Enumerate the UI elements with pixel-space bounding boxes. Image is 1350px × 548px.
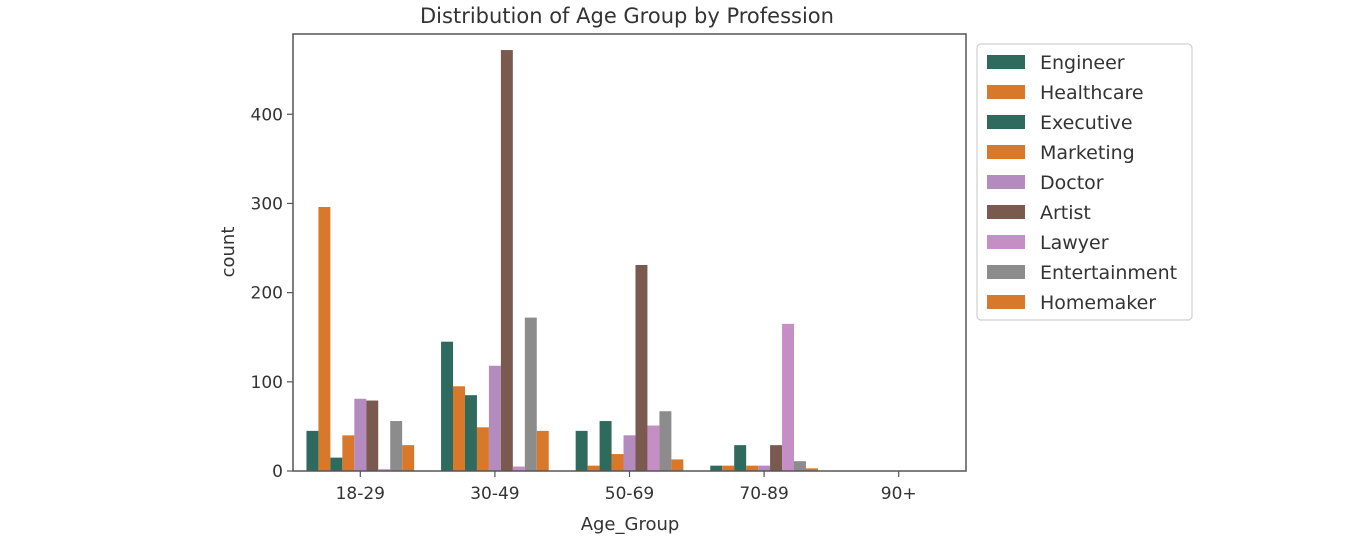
bar-lawyer-18-29 <box>378 469 391 471</box>
legend-swatch-marketing <box>987 145 1025 159</box>
legend-label-marketing: Marketing <box>1040 142 1135 164</box>
legend-frame <box>976 43 1193 321</box>
bar-homemaker-70-89 <box>805 468 818 471</box>
bar-engineer-50-69 <box>575 430 588 471</box>
bar-lawyer-70-89 <box>782 323 795 471</box>
x-axis-ticks: 18-29 30-49 50-69 70-89 90+ <box>336 471 917 504</box>
bar-healthcare-50-69 <box>587 465 600 471</box>
bar-entertainment-70-89 <box>794 461 806 471</box>
bar-marketing-50-69 <box>611 454 624 471</box>
legend-label-doctor: Doctor <box>1040 172 1104 194</box>
bar-marketing-70-89 <box>746 465 759 471</box>
bar-executive-70-89 <box>734 445 747 471</box>
bar-lawyer-30-49 <box>512 466 525 471</box>
bar-homemaker-30-49 <box>536 430 549 471</box>
bar-healthcare-70-89 <box>722 465 735 471</box>
legend-label-homemaker: Homemaker <box>1040 292 1156 314</box>
x-tick-label: 18-29 <box>336 484 385 504</box>
bar-doctor-30-49 <box>488 365 501 471</box>
bar-lawyer-50-69 <box>647 425 660 471</box>
bar-doctor-18-29 <box>354 398 367 471</box>
bar-artist-30-49 <box>500 50 513 472</box>
bar-entertainment-50-69 <box>659 411 672 471</box>
bar-homemaker-50-69 <box>671 459 684 471</box>
bar-artist-50-69 <box>635 264 648 471</box>
bar-marketing-30-49 <box>476 427 489 471</box>
legend-items: Engineer Healthcare Executive Marketing Doct… <box>987 52 1177 314</box>
legend-label-healthcare: Healthcare <box>1040 82 1144 104</box>
plot-area-frame <box>292 33 967 472</box>
y-tick-label: 300 <box>251 194 283 214</box>
legend-swatch-engineer <box>987 55 1025 69</box>
bar-artist-70-89 <box>770 445 783 471</box>
bar-engineer-70-89 <box>710 465 723 471</box>
legend-label-engineer: Engineer <box>1040 52 1125 74</box>
bar-executive-18-29 <box>330 457 343 471</box>
bar-entertainment-18-29 <box>390 421 403 471</box>
y-axis-label: count <box>218 227 239 278</box>
bar-healthcare-18-29 <box>318 207 331 471</box>
bar-marketing-18-29 <box>342 435 355 471</box>
x-tick-label: 90+ <box>881 484 917 504</box>
legend: Engineer Healthcare Executive Marketing Doct… <box>976 43 1193 321</box>
legend-swatch-entertainment <box>987 265 1025 279</box>
y-tick-label: 400 <box>251 105 283 125</box>
bar-entertainment-30-49 <box>524 317 537 471</box>
legend-swatch-healthcare <box>987 85 1025 99</box>
bar-executive-50-69 <box>599 421 612 471</box>
y-axis-ticks: 0 100 200 300 400 <box>251 105 293 482</box>
legend-label-artist: Artist <box>1040 202 1091 224</box>
x-tick-label: 70-89 <box>739 484 788 504</box>
y-tick-label: 200 <box>251 284 283 304</box>
legend-swatch-doctor <box>987 175 1025 189</box>
bar-engineer-18-29 <box>306 430 319 471</box>
bar-doctor-50-69 <box>623 435 636 471</box>
x-tick-label: 30-49 <box>470 484 519 504</box>
legend-swatch-homemaker <box>987 295 1025 309</box>
bar-doctor-70-89 <box>758 465 771 471</box>
bar-engineer-30-49 <box>441 341 454 471</box>
legend-label-entertainment: Entertainment <box>1040 262 1177 284</box>
x-tick-label: 50-69 <box>605 484 654 504</box>
bars-layer <box>306 50 818 472</box>
legend-swatch-executive <box>987 115 1025 129</box>
y-tick-label: 0 <box>272 462 283 482</box>
bar-artist-18-29 <box>366 400 379 471</box>
y-tick-label: 100 <box>251 373 283 393</box>
x-axis-label: Age_Group <box>581 514 680 535</box>
legend-swatch-artist <box>987 205 1025 219</box>
chart-title: Distribution of Age Group by Profession <box>420 4 834 28</box>
bar-homemaker-18-29 <box>402 445 415 471</box>
legend-swatch-lawyer <box>987 235 1025 249</box>
legend-label-executive: Executive <box>1040 112 1133 134</box>
legend-label-lawyer: Lawyer <box>1040 232 1109 254</box>
bar-executive-30-49 <box>464 395 477 471</box>
bar-healthcare-30-49 <box>453 386 465 471</box>
